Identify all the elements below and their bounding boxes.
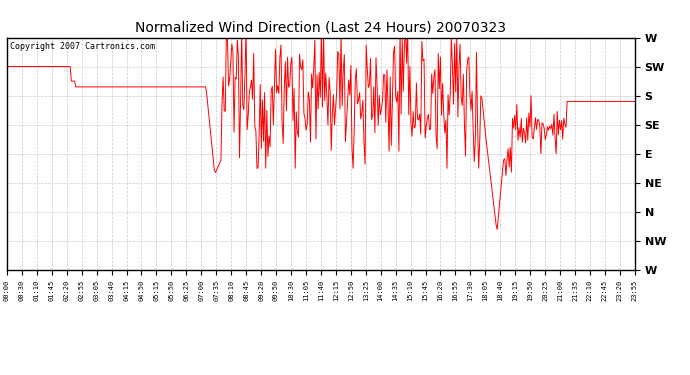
Title: Normalized Wind Direction (Last 24 Hours) 20070323: Normalized Wind Direction (Last 24 Hours… (135, 21, 506, 35)
Text: Copyright 2007 Cartronics.com: Copyright 2007 Cartronics.com (10, 42, 155, 51)
